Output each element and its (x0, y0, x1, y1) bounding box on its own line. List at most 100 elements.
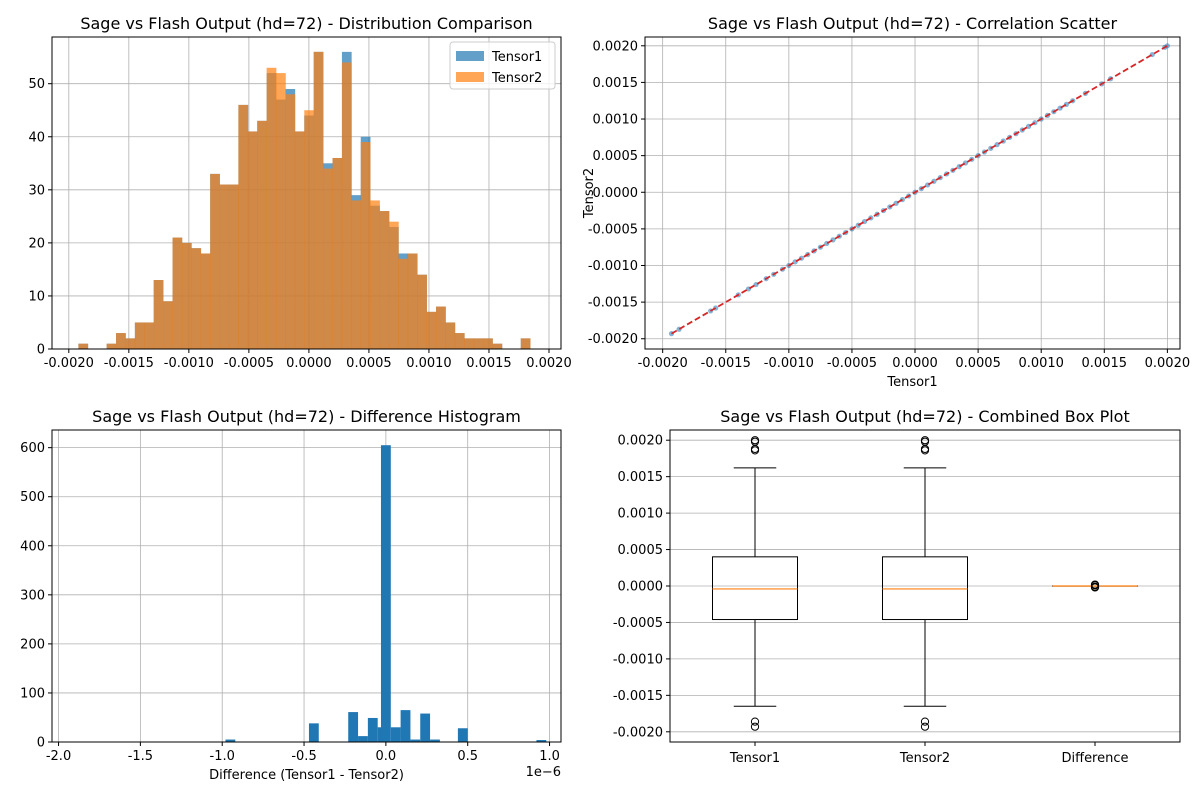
histogram-bar (400, 710, 411, 742)
histogram-bar (420, 713, 431, 742)
y-tick-label: 50 (28, 77, 45, 92)
y-tick-label: 0.0020 (618, 434, 664, 449)
histogram-bar (225, 739, 236, 742)
histogram-bar (464, 338, 475, 349)
histogram-bar (445, 322, 456, 349)
histogram-bar (78, 343, 89, 349)
x-tick-label: 0.0000 (892, 356, 938, 371)
legend-swatch (456, 72, 484, 82)
x-tick-label: 0.0020 (526, 356, 572, 371)
x-tick-label: -1.0 (210, 749, 235, 764)
y-tick-label: 600 (20, 441, 45, 456)
axes-frame (51, 36, 562, 350)
y-tick-label: 0.0010 (618, 507, 664, 522)
histogram-bar (163, 301, 173, 349)
outlier-point (750, 717, 760, 726)
x-tick-label: -0.0020 (44, 356, 94, 371)
histogram-bar (454, 333, 465, 349)
outlier-point (750, 722, 760, 731)
x-tick-label: 0.0015 (466, 356, 512, 371)
histogram-bar (398, 258, 409, 349)
histogram-bar (436, 306, 446, 349)
difference-histogram-panel: Sage vs Flash Output (hd=72) - Differenc… (20, 407, 562, 783)
histogram-bar (348, 712, 359, 742)
histogram-bar (181, 242, 192, 349)
histogram-bar (358, 736, 368, 742)
outlier-point (920, 722, 930, 731)
legend: Tensor1 Tensor2 (449, 41, 556, 90)
histogram-bar (520, 338, 531, 349)
outlier-point (920, 717, 930, 726)
outlier-point (920, 446, 930, 455)
y-tick-label: 500 (20, 490, 45, 505)
x-tick-label: Difference (1061, 751, 1128, 766)
histogram-bar (341, 62, 352, 349)
x-tick-label: 0.0 (376, 749, 397, 764)
x-tick-label: 0.0005 (346, 356, 392, 371)
gridlines (645, 37, 1180, 349)
histogram-bar (294, 131, 305, 349)
x-tick-label: -0.0015 (701, 356, 751, 371)
histogram-bar (247, 131, 258, 349)
y-tick-label: 100 (20, 686, 45, 701)
y-tick-label: 0.0010 (593, 113, 639, 128)
histogram-bar (351, 200, 362, 349)
box-difference (1052, 580, 1138, 592)
x-tick-label: -0.5 (291, 749, 316, 764)
histogram-bar (360, 142, 371, 349)
histogram-bar (172, 237, 183, 349)
histogram-bar (200, 253, 211, 349)
histogram-bar (266, 67, 277, 349)
x-tick-label: -2.0 (46, 749, 71, 764)
y-tick-label: 0 (37, 343, 45, 358)
y-tick-label: 30 (28, 183, 45, 198)
x-tick-label: -0.0005 (827, 356, 877, 371)
histogram-bar (304, 110, 315, 349)
histogram-bar (492, 343, 503, 349)
box-body (712, 556, 798, 621)
y-tick-label: 40 (28, 130, 45, 145)
x-tick-label: 0.0005 (955, 356, 1001, 371)
histogram-bar (106, 343, 117, 349)
y-tick-label: 400 (20, 539, 45, 554)
x-tick-label: 0.0010 (1018, 356, 1064, 371)
histogram-bar (379, 211, 390, 349)
chart-title: Sage vs Flash Output (hd=72) - Correlati… (708, 14, 1118, 33)
x-tick-label: -0.0015 (104, 356, 154, 371)
y-tick-label: 10 (28, 289, 45, 304)
histogram-bar (536, 740, 547, 742)
y-tick-label: 300 (20, 588, 45, 603)
distribution-comparison-panel: Sage vs Flash Output (hd=72) - Distribut… (28, 14, 571, 371)
x-tick-label: -1.5 (128, 749, 153, 764)
histogram-bar (210, 173, 220, 349)
axes-frame (644, 36, 1181, 350)
outlier-point (750, 446, 760, 455)
histogram-bar (370, 200, 380, 349)
histogram-bar (191, 248, 202, 349)
histogram-bar (483, 338, 493, 349)
legend-swatch (456, 51, 484, 61)
histogram-bar (417, 274, 427, 349)
y-tick-label: -0.0020 (588, 332, 638, 347)
histogram-bar (380, 445, 391, 742)
histogram-bar (407, 253, 418, 349)
y-tick-label: -0.0005 (588, 222, 638, 237)
histogram-bar (367, 717, 378, 742)
x-tick-label: -0.0010 (164, 356, 214, 371)
y-tick-label: -0.0010 (588, 259, 638, 274)
x-axis-label: Difference (Tensor1 - Tensor2) (209, 768, 404, 783)
chart-title: Sage vs Flash Output (hd=72) - Differenc… (92, 407, 521, 426)
x-tick-label: 1.0 (539, 749, 560, 764)
y-tick-label: 0.0005 (618, 543, 664, 558)
y-tick-label: 0.0015 (593, 76, 639, 91)
axes-frame (51, 429, 562, 743)
histogram-bar (144, 322, 155, 349)
x-tick-label: Tensor1 (729, 751, 780, 766)
legend-label: Tensor1 (491, 50, 542, 65)
series-tensor2 (78, 51, 531, 349)
histogram-bar (125, 338, 136, 349)
x-tick-label: 0.0020 (1145, 356, 1191, 371)
histogram-bar (388, 221, 399, 349)
x-tick-label: Tensor2 (899, 751, 950, 766)
